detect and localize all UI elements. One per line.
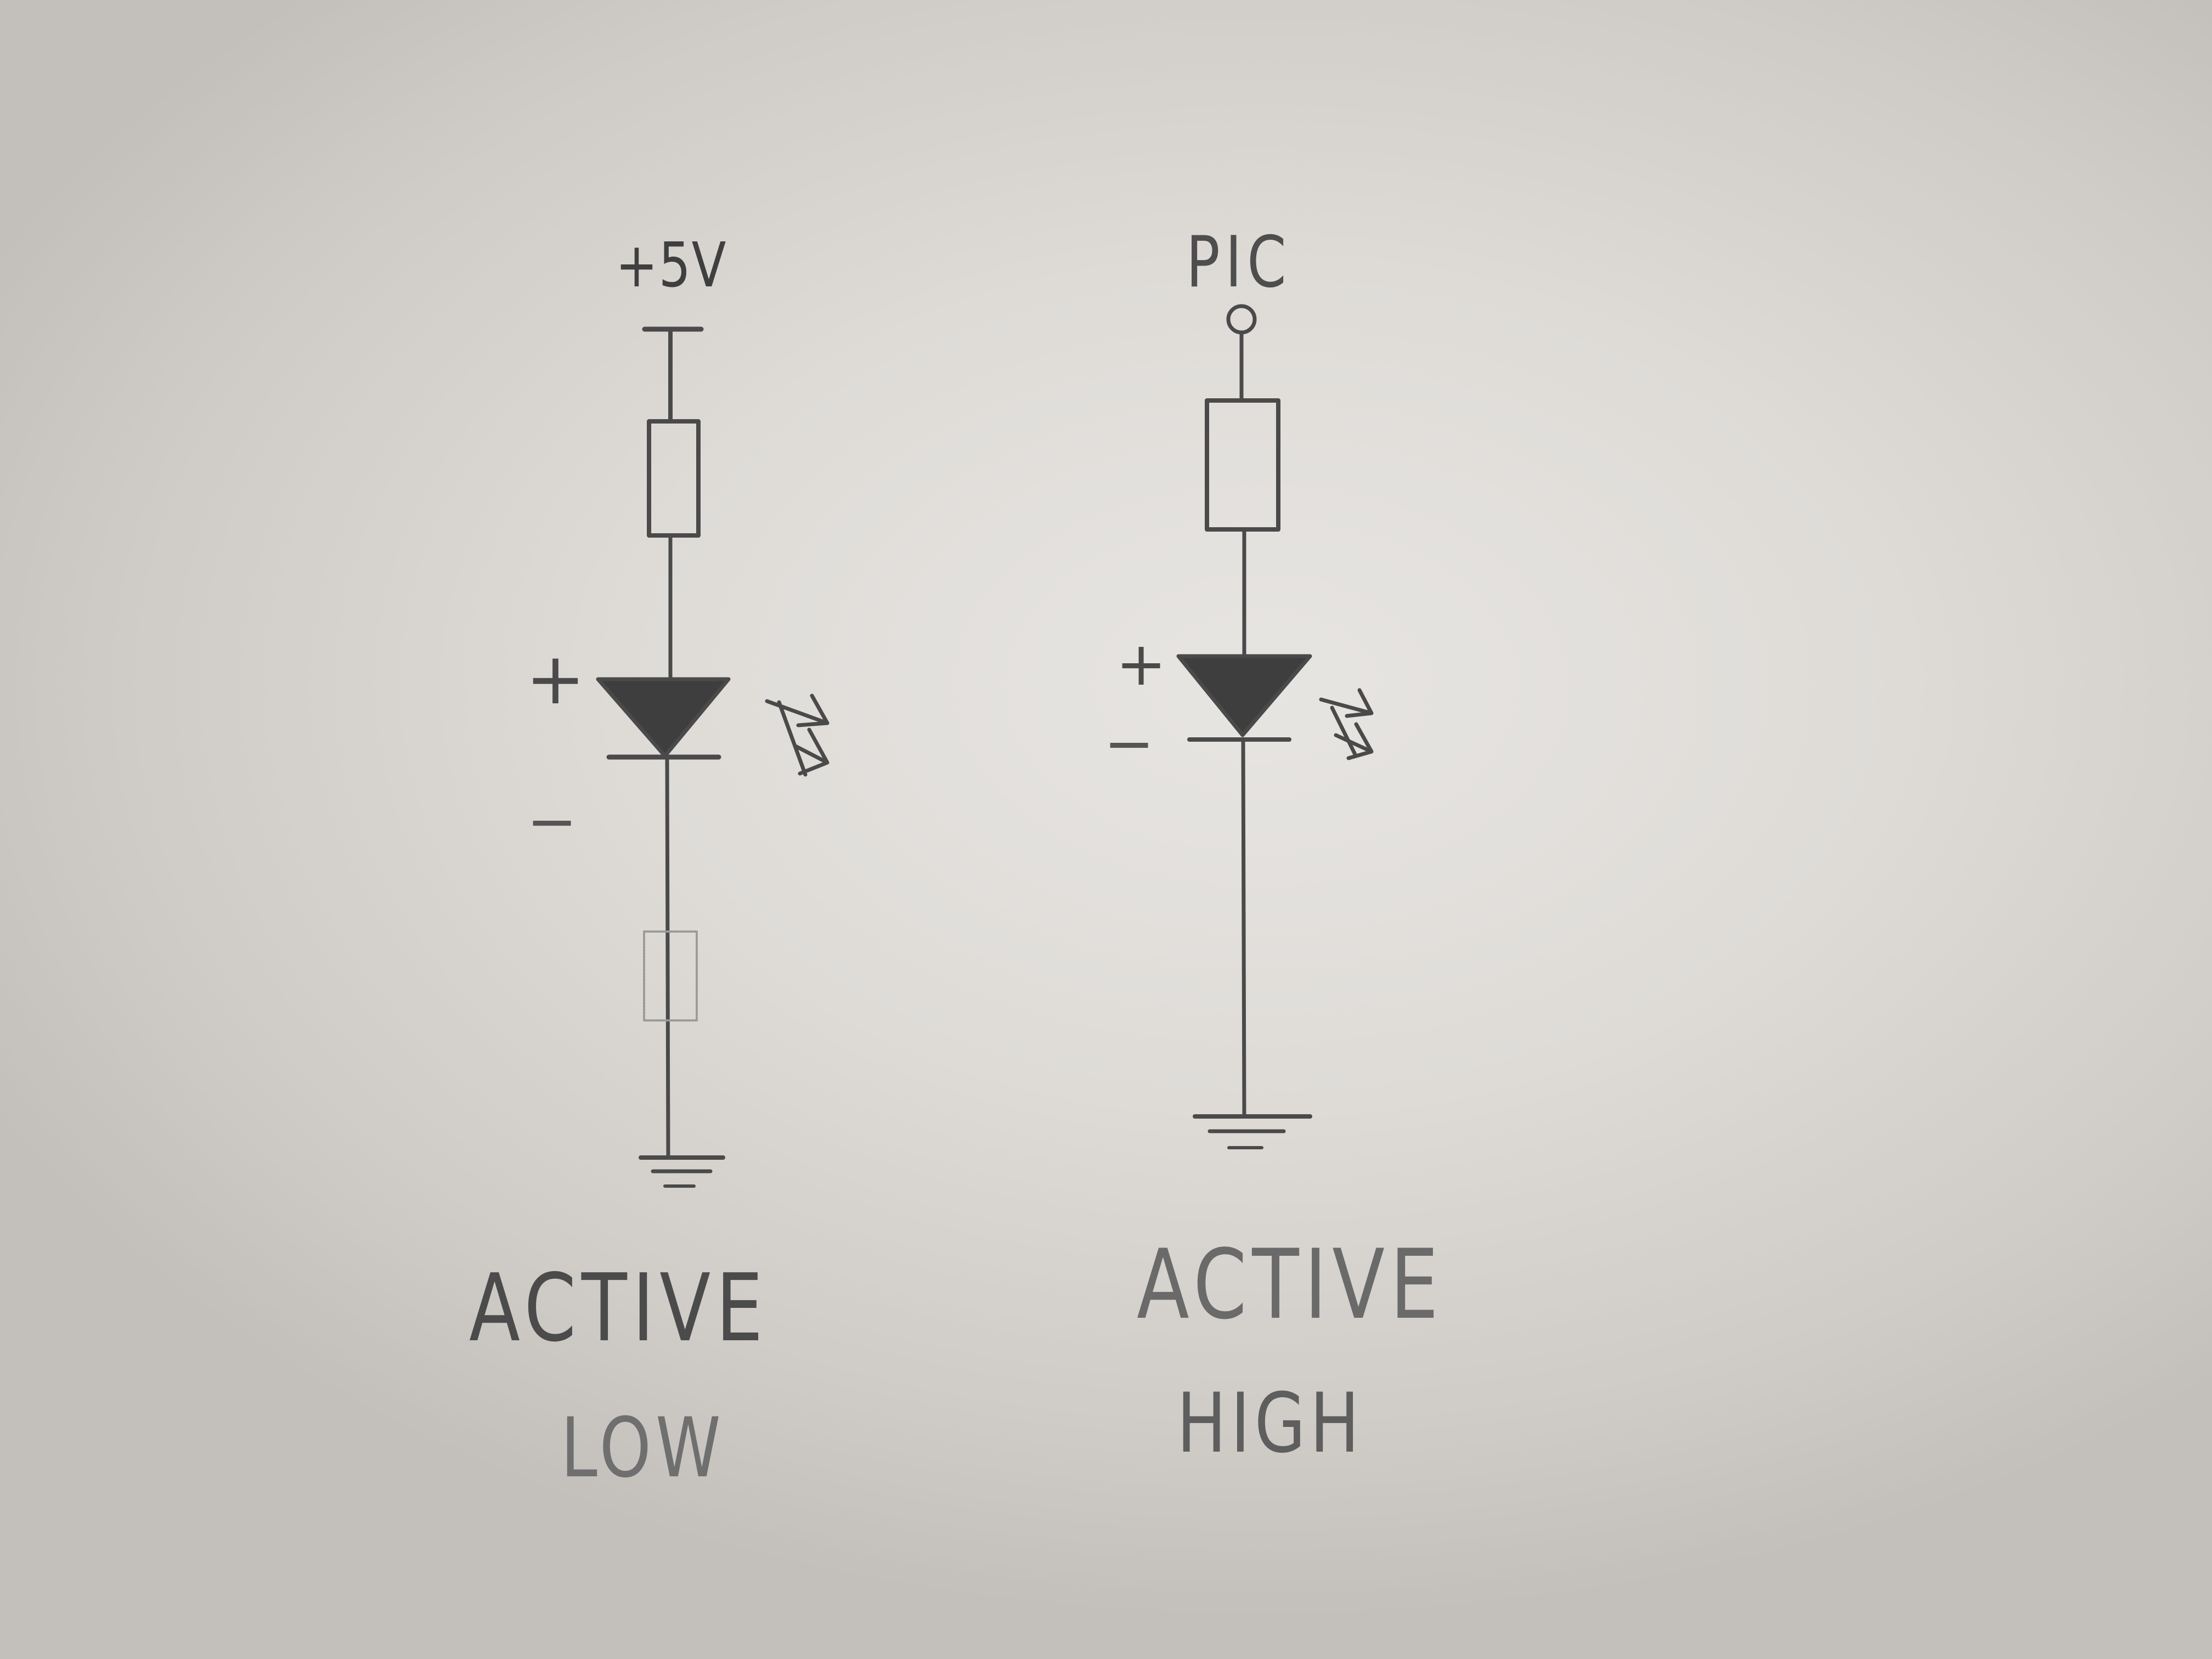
left-resistor — [647, 419, 701, 538]
left-erased-resistor — [643, 930, 698, 1022]
right-led-light-arrows — [1319, 688, 1374, 760]
left-caption-line2: LOW — [561, 1401, 725, 1496]
right-circuit — [1176, 304, 1374, 1149]
right-resistor — [1205, 398, 1280, 532]
left-caption-line1: ACTIVE — [469, 1254, 769, 1363]
left-ground-symbol — [639, 1155, 725, 1188]
left-cathode-sign: − — [527, 786, 578, 856]
right-caption-line1: ACTIVE — [1137, 1229, 1444, 1341]
left-anode-sign: + — [526, 637, 585, 720]
left-supply-label: +5V — [616, 230, 727, 301]
right-wire-bottom — [1241, 737, 1246, 1119]
left-wire-bottom — [665, 755, 670, 1160]
right-supply-label: PIC — [1186, 222, 1292, 303]
right-terminal-circle — [1226, 304, 1257, 335]
right-caption-line2: HIGH — [1177, 1376, 1364, 1471]
right-led-body — [1176, 654, 1312, 737]
right-cathode-sign: − — [1104, 708, 1155, 778]
right-anode-sign: + — [1116, 629, 1167, 699]
left-led-body — [596, 677, 731, 758]
left-circuit — [596, 326, 830, 1188]
right-ground-symbol — [1193, 1114, 1312, 1149]
left-led-light-arrows — [765, 693, 830, 777]
